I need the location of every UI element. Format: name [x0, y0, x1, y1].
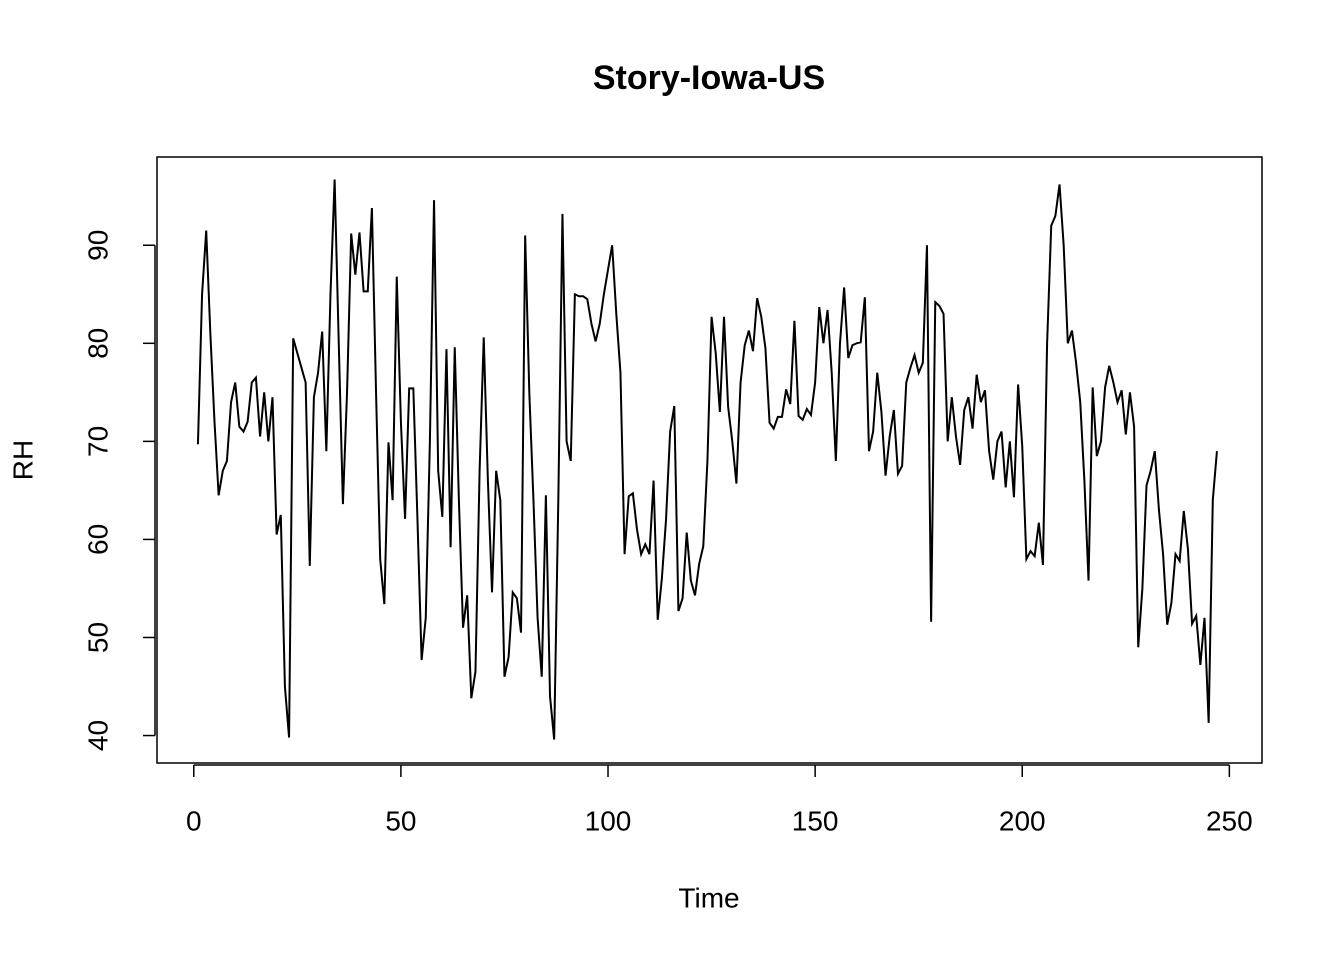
x-tick-label: 200 [999, 805, 1046, 836]
y-tick-label: 50 [82, 622, 113, 653]
y-tick-label: 90 [82, 230, 113, 261]
x-tick-label: 0 [186, 805, 202, 836]
y-tick-label: 70 [82, 426, 113, 457]
data-line [196, 179, 1218, 740]
chart-title: Story-Iowa-US [593, 59, 825, 97]
plot-frame [156, 156, 1263, 764]
y-tick-label: 40 [82, 720, 113, 751]
y-tick-label: 60 [82, 524, 113, 555]
y-tick-label: 80 [82, 328, 113, 359]
y-axis-label: RH [7, 440, 38, 480]
x-axis-label: Time [678, 882, 739, 913]
x-tick-label: 250 [1206, 805, 1253, 836]
x-tick-label: 50 [385, 805, 416, 836]
x-tick-label: 150 [792, 805, 839, 836]
x-tick-label: 100 [585, 805, 632, 836]
